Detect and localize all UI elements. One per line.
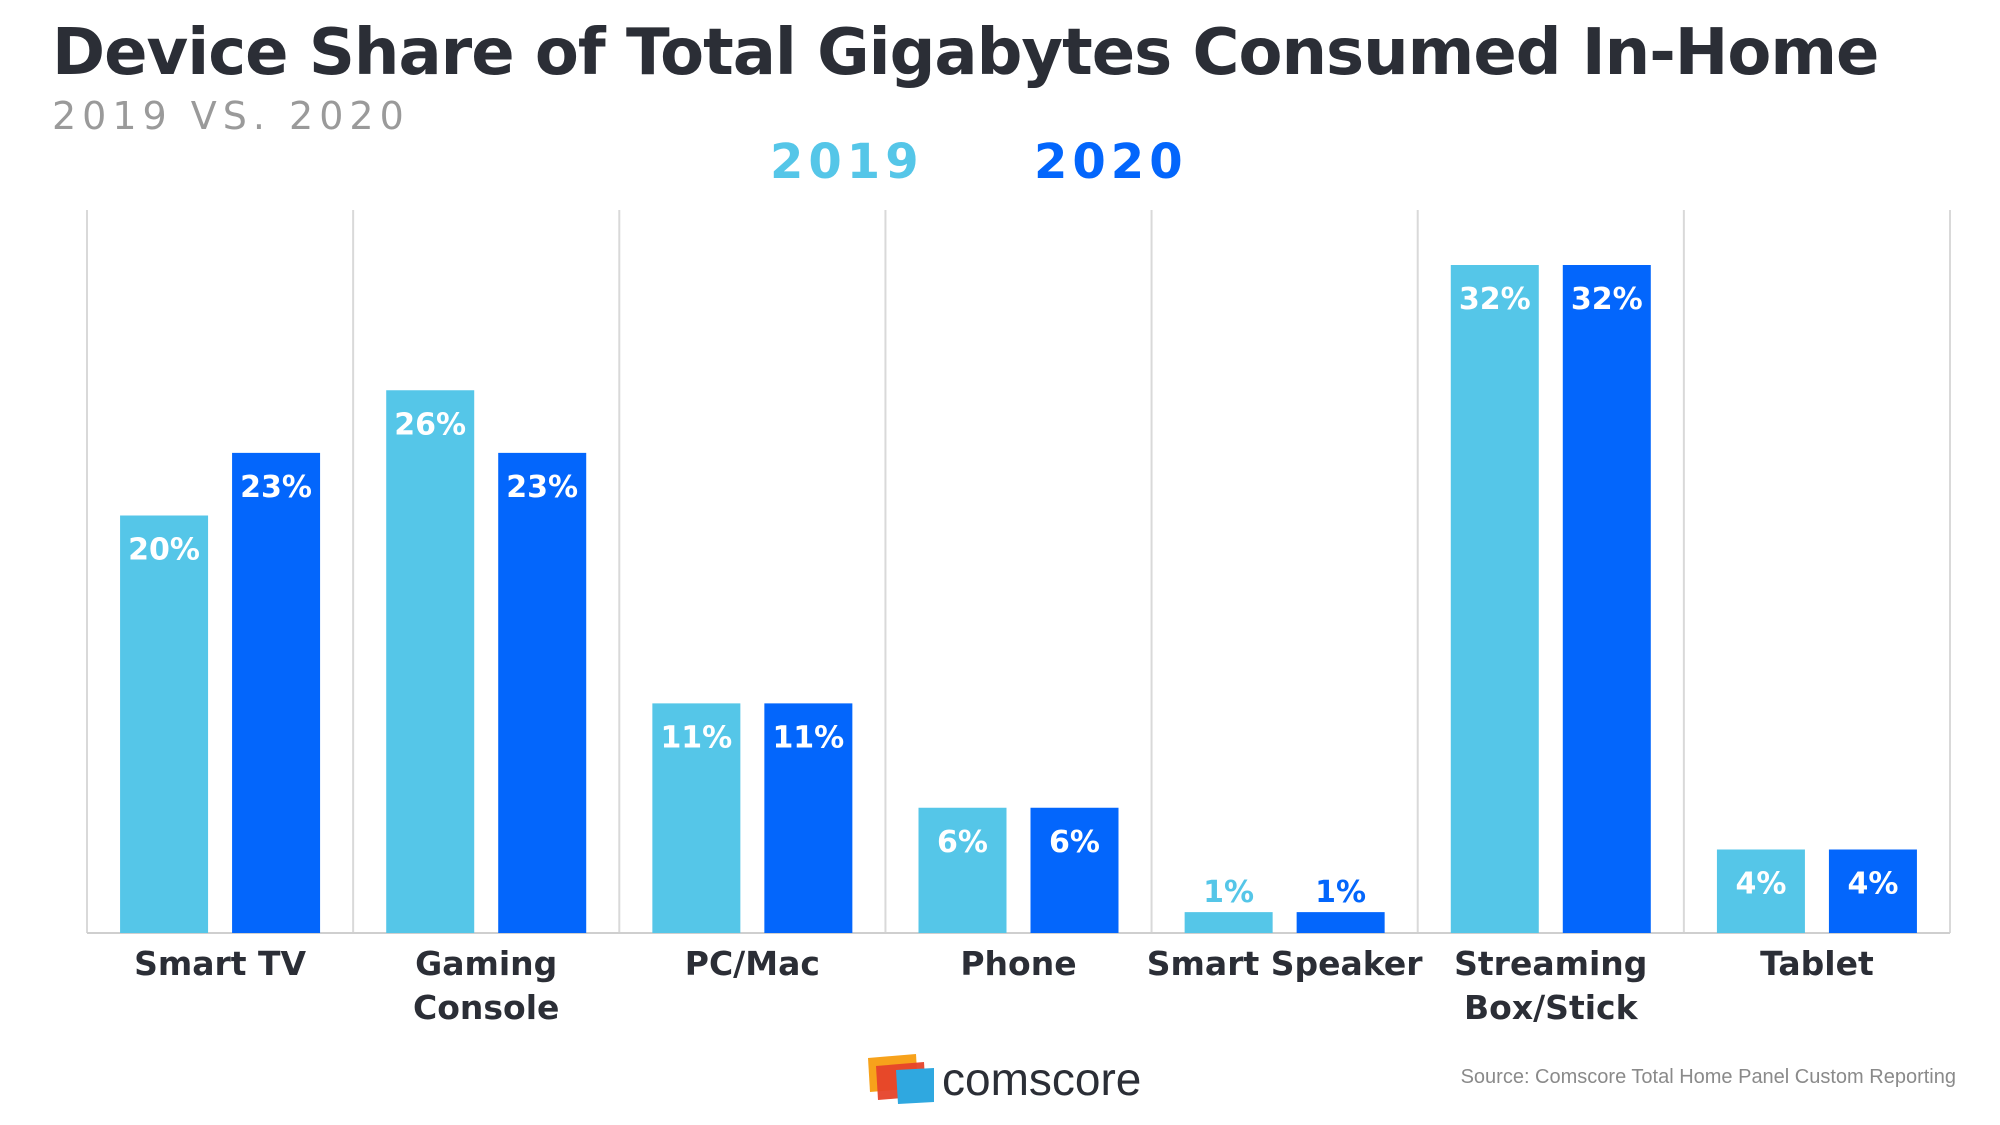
data-label-2019: 11%	[660, 720, 732, 755]
data-label-2019: 32%	[1459, 282, 1531, 317]
category-label: Phone	[960, 944, 1076, 983]
bar-2020	[1562, 265, 1651, 933]
bar-2020	[232, 452, 321, 933]
source-note: Source: Comscore Total Home Panel Custom…	[1460, 1066, 1956, 1088]
data-label-2019: 6%	[937, 825, 988, 860]
bar-2020	[1296, 912, 1385, 933]
bar-2019	[652, 703, 741, 933]
category-label: Box/Stick	[1464, 988, 1639, 1027]
data-label-2019: 1%	[1203, 875, 1254, 910]
data-label-2020: 32%	[1571, 282, 1643, 317]
data-label-2020: 23%	[506, 470, 578, 505]
category-label: Console	[413, 988, 559, 1027]
category-label: Smart Speaker	[1147, 944, 1423, 983]
data-label-2020: 4%	[1847, 867, 1898, 902]
category-label: Tablet	[1760, 944, 1874, 983]
bar-2020	[1030, 807, 1119, 933]
comscore-logo-icon	[868, 1054, 934, 1104]
bar-2019	[120, 515, 209, 933]
data-label-2020: 6%	[1049, 825, 1100, 860]
legend-2020: 2020	[1034, 134, 1188, 190]
category-label: PC/Mac	[685, 944, 820, 983]
chart-title: Device Share of Total Gigabytes Consumed…	[52, 16, 1879, 90]
category-label: Streaming	[1454, 944, 1647, 983]
data-label-2019: 20%	[128, 533, 200, 568]
bar-2019	[386, 390, 475, 933]
legend-2019: 2019	[770, 134, 924, 190]
data-label-2020: 1%	[1315, 875, 1366, 910]
brand-name: comscore	[942, 1053, 1142, 1105]
bar-2020	[764, 703, 853, 933]
data-label-2020: 23%	[240, 470, 312, 505]
data-label-2020: 11%	[772, 720, 844, 755]
bar-2019	[918, 807, 1007, 933]
bar-2019	[1450, 265, 1539, 933]
data-label-2019: 4%	[1735, 867, 1786, 902]
category-label: Smart TV	[134, 944, 306, 983]
category-label: Gaming	[415, 944, 557, 983]
chart-subtitle: 2019 VS. 2020	[52, 94, 410, 138]
bar-2019	[1716, 849, 1805, 933]
bar-2020	[1828, 849, 1917, 933]
data-label-2019: 26%	[394, 407, 466, 442]
bar-2019	[1184, 912, 1273, 933]
bar-2020	[498, 452, 587, 933]
